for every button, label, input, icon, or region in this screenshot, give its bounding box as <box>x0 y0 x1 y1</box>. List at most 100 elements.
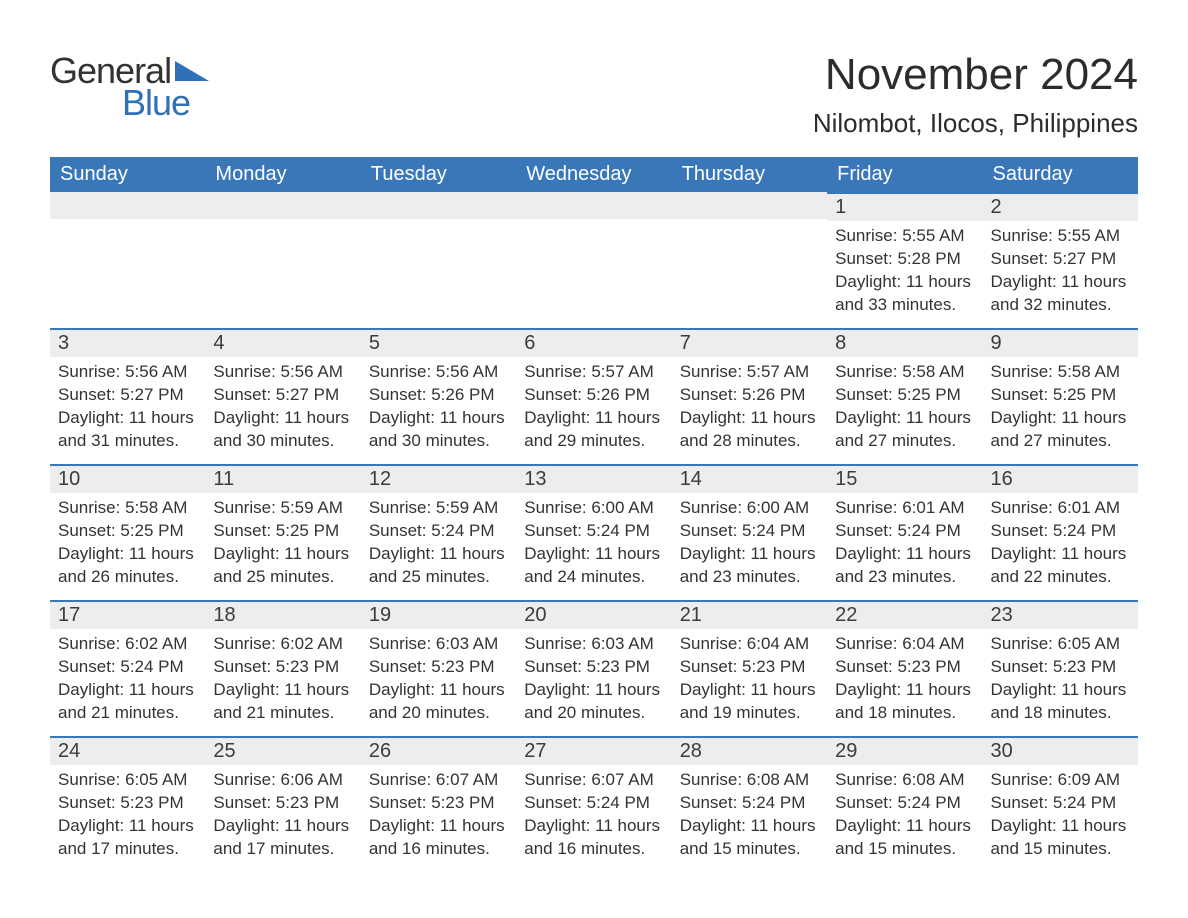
calendar-day-cell: 8Sunrise: 5:58 AMSunset: 5:25 PMDaylight… <box>827 328 982 464</box>
day-body: Sunrise: 6:05 AMSunset: 5:23 PMDaylight:… <box>983 629 1138 731</box>
day-number-row: 3 <box>50 328 205 357</box>
day-body: Sunrise: 5:57 AMSunset: 5:26 PMDaylight:… <box>516 357 671 459</box>
day-number: 9 <box>991 332 1002 354</box>
sunset-line: Sunset: 5:23 PM <box>58 793 184 812</box>
sunrise-line: Sunrise: 5:58 AM <box>991 362 1120 381</box>
day-number: 27 <box>524 740 546 762</box>
sunset-line: Sunset: 5:23 PM <box>369 793 495 812</box>
logo-text-blue: Blue <box>122 82 190 124</box>
day-body: Sunrise: 6:02 AMSunset: 5:23 PMDaylight:… <box>205 629 360 731</box>
sunset-line: Sunset: 5:23 PM <box>524 657 650 676</box>
sunset-line: Sunset: 5:24 PM <box>835 793 961 812</box>
sunrise-line: Sunrise: 6:08 AM <box>680 770 809 789</box>
day-body: Sunrise: 6:03 AMSunset: 5:23 PMDaylight:… <box>516 629 671 731</box>
sunrise-line: Sunrise: 6:07 AM <box>369 770 498 789</box>
weekday-header: Tuesday <box>361 157 516 192</box>
sunset-line: Sunset: 5:24 PM <box>524 793 650 812</box>
daylight-line: Daylight: 11 hours and 29 minutes. <box>524 408 660 450</box>
day-number-row: 14 <box>672 464 827 493</box>
sunrise-line: Sunrise: 6:02 AM <box>58 634 187 653</box>
day-number: 19 <box>369 604 391 626</box>
day-body: Sunrise: 6:04 AMSunset: 5:23 PMDaylight:… <box>827 629 982 731</box>
day-number-row: 29 <box>827 736 982 765</box>
sunrise-line: Sunrise: 5:55 AM <box>991 226 1120 245</box>
day-number: 15 <box>835 468 857 490</box>
daylight-line: Daylight: 11 hours and 17 minutes. <box>213 816 349 858</box>
day-number-row: 25 <box>205 736 360 765</box>
calendar-day-cell: 9Sunrise: 5:58 AMSunset: 5:25 PMDaylight… <box>983 328 1138 464</box>
sunset-line: Sunset: 5:24 PM <box>58 657 184 676</box>
day-number: 5 <box>369 332 380 354</box>
sunset-line: Sunset: 5:27 PM <box>991 249 1117 268</box>
daylight-line: Daylight: 11 hours and 19 minutes. <box>680 680 816 722</box>
day-number: 4 <box>213 332 224 354</box>
daylight-line: Daylight: 11 hours and 25 minutes. <box>213 544 349 586</box>
day-body: Sunrise: 5:56 AMSunset: 5:26 PMDaylight:… <box>361 357 516 459</box>
day-number: 23 <box>991 604 1013 626</box>
sunrise-line: Sunrise: 5:56 AM <box>58 362 187 381</box>
day-body: Sunrise: 5:58 AMSunset: 5:25 PMDaylight:… <box>50 493 205 595</box>
day-number: 24 <box>58 740 80 762</box>
day-number: 25 <box>213 740 235 762</box>
sunrise-line: Sunrise: 6:03 AM <box>369 634 498 653</box>
daylight-line: Daylight: 11 hours and 17 minutes. <box>58 816 194 858</box>
sunrise-line: Sunrise: 5:56 AM <box>213 362 342 381</box>
calendar-day-cell: 19Sunrise: 6:03 AMSunset: 5:23 PMDayligh… <box>361 600 516 736</box>
daylight-line: Daylight: 11 hours and 23 minutes. <box>680 544 816 586</box>
calendar-week-row: 17 Sunrise: 6:02 AM Sunset: 5:24 PM Dayligh… <box>50 600 1138 736</box>
day-number: 10 <box>58 468 80 490</box>
day-number: 17 <box>58 604 80 626</box>
sunset-line: Sunset: 5:25 PM <box>213 521 339 540</box>
daylight-line: Daylight: 11 hours and 20 minutes. <box>524 680 660 722</box>
sunset-line: Sunset: 5:23 PM <box>680 657 806 676</box>
day-body: Sunrise: 6:09 AMSunset: 5:24 PMDaylight:… <box>983 765 1138 867</box>
daylight-line: Daylight: 11 hours and 27 minutes. <box>991 408 1127 450</box>
day-number-row: 5 <box>361 328 516 357</box>
day-body: Sunrise: 5:56 AMSunset: 5:27 PMDaylight:… <box>205 357 360 459</box>
day-number: 30 <box>991 740 1013 762</box>
day-body: Sunrise: 6:00 AMSunset: 5:24 PMDaylight:… <box>516 493 671 595</box>
weekday-header: Monday <box>205 157 360 192</box>
calendar-day-cell: 30 Sunrise: 6:09 AMSunset: 5:24 PMDayligh… <box>983 736 1138 872</box>
day-number-row: 21 <box>672 600 827 629</box>
day-number-row: 16 <box>983 464 1138 493</box>
sunrise-line: Sunrise: 5:56 AM <box>369 362 498 381</box>
calendar-day-cell: 25Sunrise: 6:06 AMSunset: 5:23 PMDayligh… <box>205 736 360 872</box>
daylight-line: Daylight: 11 hours and 21 minutes. <box>213 680 349 722</box>
calendar-day-cell: 15Sunrise: 6:01 AMSunset: 5:24 PMDayligh… <box>827 464 982 600</box>
day-body: Sunrise: 6:08 AM Sunset: 5:24 PM Daylight:… <box>827 765 982 867</box>
daylight-line: Daylight: 11 hours and 15 minutes. <box>835 816 971 858</box>
sunrise-line: Sunrise: 6:08 AM <box>835 770 964 789</box>
daylight-line: Daylight: 11 hours and 24 minutes. <box>524 544 660 586</box>
day-number: 28 <box>680 740 702 762</box>
daylight-line: Daylight: 11 hours and 28 minutes. <box>680 408 816 450</box>
daylight-line: Daylight: 11 hours and 16 minutes. <box>369 816 505 858</box>
day-number-row: 22 <box>827 600 982 629</box>
daylight-line: Daylight: 11 hours and 21 minutes. <box>58 680 194 722</box>
day-body: Sunrise: 6:04 AMSunset: 5:23 PMDaylight:… <box>672 629 827 731</box>
sunset-line: Sunset: 5:24 PM <box>991 793 1117 812</box>
daylight-line: Daylight: 11 hours and 16 minutes. <box>524 816 660 858</box>
sunset-line: Sunset: 5:25 PM <box>835 385 961 404</box>
calendar-week-row: 10 Sunrise: 5:58 AMSunset: 5:25 PMDayligh… <box>50 464 1138 600</box>
daylight-line: Daylight: 11 hours and 25 minutes. <box>369 544 505 586</box>
day-number-row: 8 <box>827 328 982 357</box>
day-number-row: 17 <box>50 600 205 629</box>
day-number-row: 27 <box>516 736 671 765</box>
daylight-line: Daylight: 11 hours and 18 minutes. <box>835 680 971 722</box>
day-number: 6 <box>524 332 535 354</box>
day-body: Sunrise: 5:59 AMSunset: 5:24 PMDaylight:… <box>361 493 516 595</box>
day-body: Sunrise: 6:00 AMSunset: 5:24 PMDaylight:… <box>672 493 827 595</box>
sunset-line: Sunset: 5:24 PM <box>835 521 961 540</box>
day-body: Sunrise: 6:02 AM Sunset: 5:24 PM Daylight:… <box>50 629 205 731</box>
calendar-day-cell: 10 Sunrise: 5:58 AMSunset: 5:25 PMDayligh… <box>50 464 205 600</box>
calendar-day-cell: 28Sunrise: 6:08 AMSunset: 5:24 PMDayligh… <box>672 736 827 872</box>
calendar-day-cell: 4 Sunrise: 5:56 AMSunset: 5:27 PMDaylight… <box>205 328 360 464</box>
day-number-row: 28 <box>672 736 827 765</box>
day-number: 12 <box>369 468 391 490</box>
calendar-day-cell: 12 Sunrise: 5:59 AMSunset: 5:24 PMDayligh… <box>361 464 516 600</box>
calendar-table: SundayMondayTuesdayWednesdayThursdayFrid… <box>50 157 1138 872</box>
day-body: Sunrise: 5:59 AMSunset: 5:25 PMDaylight:… <box>205 493 360 595</box>
sunset-line: Sunset: 5:26 PM <box>680 385 806 404</box>
sunrise-line: Sunrise: 5:55 AM <box>835 226 964 245</box>
